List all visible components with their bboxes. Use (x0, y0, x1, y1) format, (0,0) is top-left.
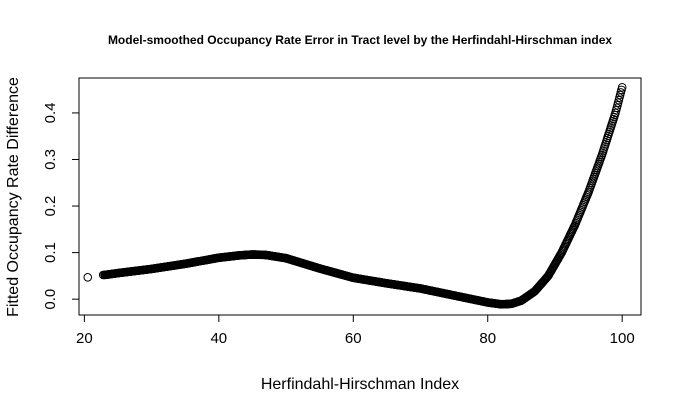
data-point (83, 272, 93, 282)
chart-title: Model-smoothed Occupancy Rate Error in T… (108, 33, 612, 47)
x-tick-label: 20 (76, 330, 93, 347)
x-tick-label: 40 (210, 330, 227, 347)
y-tick-label: 0.2 (42, 196, 59, 217)
x-tick-label: 80 (479, 330, 496, 347)
y-tick-label: 0.3 (42, 149, 59, 170)
y-tick-label: 0.0 (42, 289, 59, 310)
plot-frame (78, 77, 642, 316)
data-points (83, 83, 627, 309)
y-axis: 0.0 0.1 0.2 0.3 0.4 (42, 102, 79, 310)
x-axis: 20 40 60 80 100 (76, 315, 635, 347)
y-tick-label: 0.4 (42, 102, 59, 123)
x-tick-label: 100 (610, 330, 635, 347)
data-point (617, 83, 627, 92)
x-axis-label: Herfindahl-Hirschman Index (261, 376, 459, 393)
y-axis-label: Fitted Occupancy Rate Difference (5, 77, 22, 317)
y-tick-label: 0.1 (42, 242, 59, 263)
x-tick-label: 60 (345, 330, 362, 347)
